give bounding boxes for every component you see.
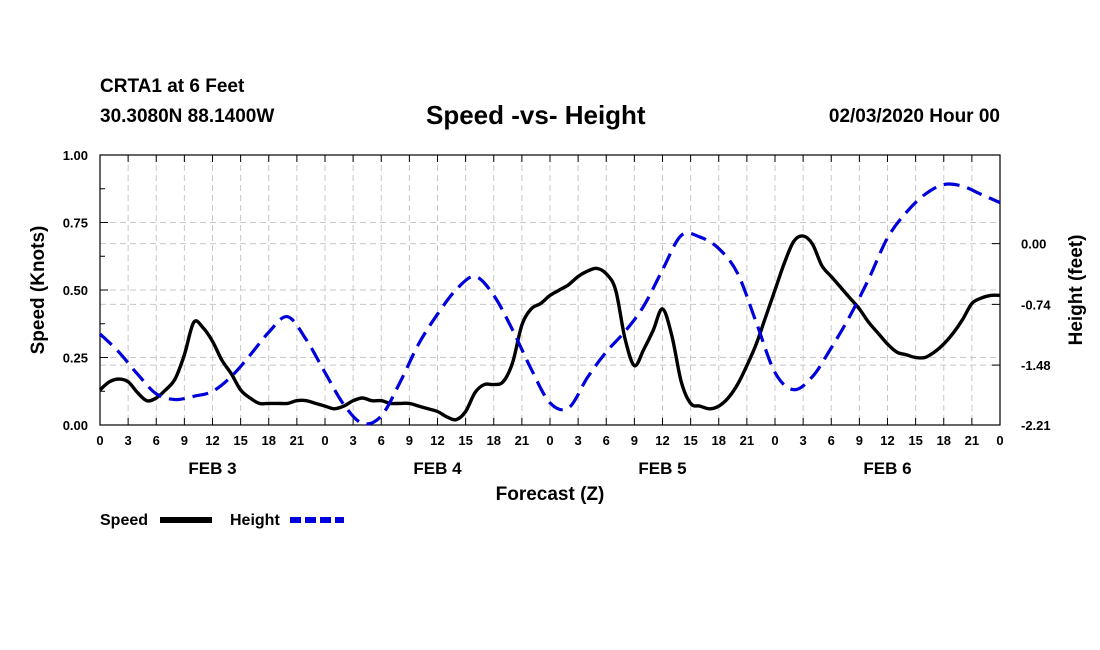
series-line-height <box>98 182 1001 426</box>
grid-lines <box>100 155 1000 426</box>
day-label: FEB 5 <box>638 459 686 478</box>
y-axis-right: 0.00 -0.74 -1.48 -2.21 <box>992 237 1051 433</box>
x-tick-label: 21 <box>965 433 979 448</box>
x-tick-label: 15 <box>458 433 472 448</box>
y2-tick-label: 0.00 <box>1021 237 1046 252</box>
x-tick-label: 0 <box>321 433 328 448</box>
y2-tick-label: -2.21 <box>1021 418 1051 433</box>
x-tick-label: 12 <box>205 433 219 448</box>
x-tick-label: 6 <box>378 433 385 448</box>
day-label: FEB 6 <box>863 459 911 478</box>
station-coordinates: 30.3080N 88.1400W <box>100 106 275 127</box>
legend-speed-label: Speed <box>100 512 148 529</box>
x-tick-label: 18 <box>937 433 951 448</box>
day-label: FEB 3 <box>188 459 236 478</box>
x-tick-label: 12 <box>655 433 669 448</box>
x-tick-label: 9 <box>181 433 188 448</box>
x-tick-label: 9 <box>406 433 413 448</box>
x-tick-label: 21 <box>515 433 529 448</box>
x-tick-label: 0 <box>771 433 778 448</box>
series-line-speed <box>98 234 1001 422</box>
y-axis-left: 0.00 0.25 0.50 0.75 1.00 <box>63 148 108 433</box>
x-tick-label: 21 <box>740 433 754 448</box>
legend: Speed Height <box>100 512 344 529</box>
chart-title: Speed -vs- Height <box>426 100 646 130</box>
y-axis-title: Speed (Knots) <box>28 226 49 355</box>
x-tick-label: 9 <box>631 433 638 448</box>
x-tick-label: 18 <box>712 433 726 448</box>
x-tick-label: 3 <box>350 433 357 448</box>
x-tick-label: 0 <box>546 433 553 448</box>
y-tick-label: 0.25 <box>63 351 88 366</box>
x-tick-label: 6 <box>828 433 835 448</box>
y-tick-label: 0.00 <box>63 418 88 433</box>
x-tick-label: 21 <box>290 433 304 448</box>
series-group <box>98 182 1001 426</box>
x-tick-label: 18 <box>487 433 501 448</box>
y-tick-label: 1.00 <box>63 148 88 163</box>
x-axis: 0 3 6 9 12 15 18 21 0 3 6 9 12 15 18 21 0 3 6 9 12 15 18 21 0 3 6 9… <box>96 155 1004 478</box>
forecast-datetime: 02/03/2020 Hour 00 <box>828 106 1000 127</box>
x-tick-label: 15 <box>233 433 247 448</box>
x-tick-label: 15 <box>683 433 697 448</box>
x-tick-label: 15 <box>908 433 922 448</box>
y2-tick-label: -1.48 <box>1021 358 1051 373</box>
y-tick-label: 0.50 <box>63 283 88 298</box>
station-title: CRTA1 at 6 Feet <box>100 76 245 97</box>
x-tick-label: 3 <box>575 433 582 448</box>
x-tick-label: 9 <box>856 433 863 448</box>
y2-tick-label: -0.74 <box>1021 297 1051 312</box>
x-tick-label: 0 <box>96 433 103 448</box>
x-tick-label: 12 <box>880 433 894 448</box>
day-label: FEB 4 <box>413 459 462 478</box>
x-tick-label: 6 <box>603 433 610 448</box>
x-tick-label: 6 <box>153 433 160 448</box>
x-tick-label: 0 <box>996 433 1003 448</box>
x-tick-label: 3 <box>800 433 807 448</box>
y-tick-label: 0.75 <box>63 216 88 231</box>
x-tick-label: 18 <box>262 433 276 448</box>
x-axis-title: Forecast (Z) <box>496 484 605 505</box>
x-tick-label: 3 <box>125 433 132 448</box>
x-tick-label: 12 <box>430 433 444 448</box>
legend-height-label: Height <box>230 512 280 529</box>
y2-axis-title: Height (feet) <box>1066 235 1087 346</box>
